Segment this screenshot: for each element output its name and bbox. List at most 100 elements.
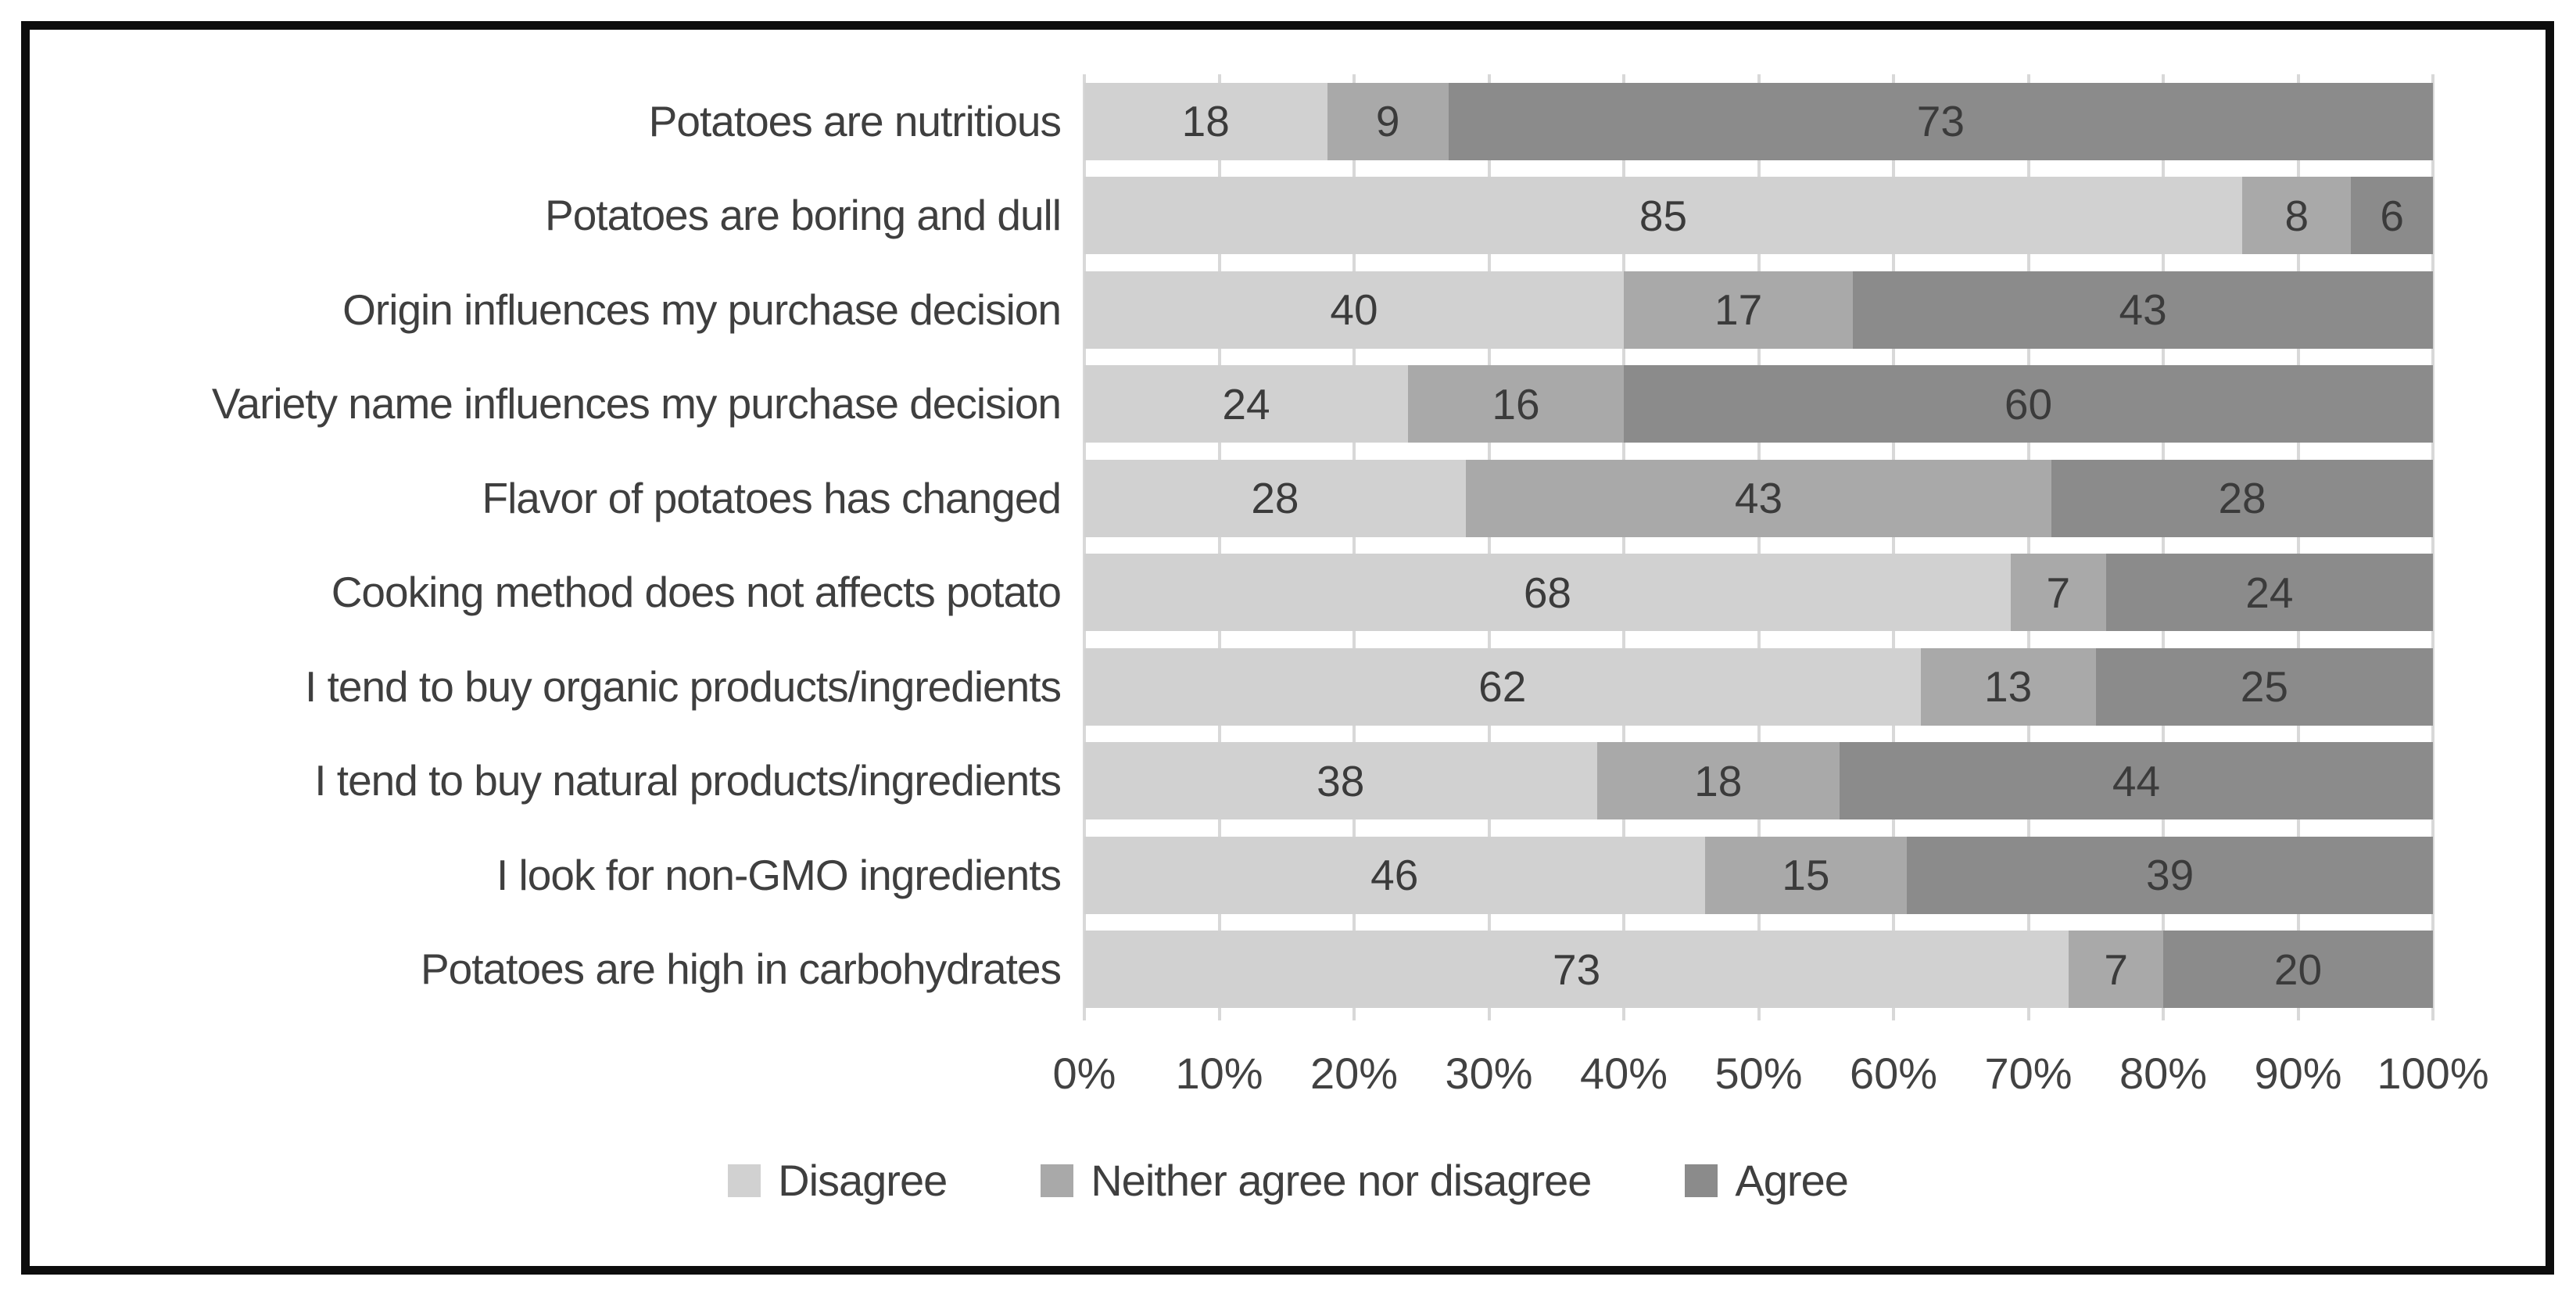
legend-item-agree: Agree [1685,1155,1849,1206]
x-axis-tick-label: 40% [1579,1049,1668,1098]
segment-value-label: 28 [1251,474,1299,523]
bar-row: Potatoes are high in carbohydrates 73 7 20 [47,923,2433,1017]
bar-row: Variety name influences my purchase deci… [47,357,2433,452]
bar-track: 62 13 25 [1084,647,2433,726]
segment-value-label: 7 [2046,568,2071,617]
x-axis-tick-label: 70% [1984,1049,2073,1098]
segment-value-label: 20 [2273,945,2323,994]
bar-row: I tend to buy organic products/ingredien… [47,640,2433,734]
bar-track: 85 8 6 [1084,177,2433,255]
bar-segment-disagree: 18 [1084,82,1327,160]
segment-value-label: 38 [1317,756,1365,805]
segment-value-label: 18 [1694,756,1743,805]
bar-track: 73 7 20 [1084,931,2433,1009]
category-label: I tend to buy organic products/ingredien… [305,662,1062,711]
bar-track: 24 16 60 [1084,365,2433,443]
x-axis-tick-label: 80% [2119,1049,2208,1098]
bar-track: 68 7 24 [1084,554,2433,632]
bar-segment-agree: 28 [2051,459,2433,537]
x-axis-tick-label: 60% [1849,1049,1938,1098]
bar-segment-neither-agree-nor-disagree: 7 [2069,931,2163,1009]
gridline [2431,74,2434,1020]
gridline [1083,74,1086,1020]
x-axis-tick-label: 30% [1445,1049,1533,1098]
segment-value-label: 15 [1782,851,1830,900]
bar-segment-agree: 39 [1907,836,2433,914]
x-axis: 0% 10% 20% 30% 40% 50% 60% 70% 80% 90% 100% [1053,1048,2489,1103]
bar-track: 18 9 73 [1084,82,2433,160]
gridline [1352,74,1356,1020]
legend-swatch [1685,1164,1718,1197]
category-label: Potatoes are boring and dull [545,191,1062,240]
bar-track: 40 17 43 [1084,271,2433,349]
category-label: Flavor of potatoes has changed [482,473,1062,522]
segment-value-label: 25 [2240,662,2288,712]
legend-item-disagree: Disagree [728,1155,948,1206]
segment-value-label: 60 [2004,379,2053,429]
bar-segment-agree: 43 [1853,271,2433,349]
segment-value-label: 6 [2380,191,2404,240]
bar-segment-agree: 25 [2095,647,2433,726]
bar-segment-neither-agree-nor-disagree: 15 [1704,836,1908,914]
bar-segment-disagree: 46 [1084,836,1705,914]
x-axis-tick-label: 90% [2254,1049,2342,1098]
bar-row: I look for non-GMO ingredients 46 15 39 [47,828,2433,923]
category-label: Potatoes are nutritious [648,96,1062,145]
segment-value-label: 46 [1370,851,1419,900]
bar-segment-agree: 20 [2163,931,2433,1009]
bar-segment-neither-agree-nor-disagree: 8 [2242,177,2352,255]
bar-row: I tend to buy natural products/ingredien… [47,734,2433,829]
x-axis-tick-label: 50% [1714,1049,1803,1098]
segment-value-label: 17 [1714,285,1763,335]
bar-segment-disagree: 24 [1084,365,1408,443]
bar-segment-neither-agree-nor-disagree: 16 [1408,365,1624,443]
bar-row: Potatoes are nutritious 18 9 73 [47,74,2433,169]
bar-row: Potatoes are boring and dull 85 8 6 [47,169,2433,264]
segment-value-label: 85 [1639,191,1688,240]
bar-segment-neither-agree-nor-disagree: 9 [1327,82,1449,160]
legend: Disagree Neither agree nor disagree Agree [0,1155,2576,1206]
gridline [1622,74,1625,1020]
bar-rows: Potatoes are nutritious 18 9 73 Potatoes are… [47,74,2433,1017]
segment-value-label: 43 [2119,285,2167,335]
bar-segment-disagree: 40 [1084,271,1624,349]
segment-value-label: 28 [2218,474,2266,523]
segment-value-label: 18 [1181,97,1230,146]
gridline [2296,74,2300,1020]
gridline [1757,74,1761,1020]
bar-segment-disagree: 38 [1084,742,1597,820]
bar-segment-disagree: 85 [1084,177,2243,255]
bar-segment-neither-agree-nor-disagree: 17 [1624,271,1854,349]
segment-value-label: 43 [1734,474,1783,523]
bar-segment-neither-agree-nor-disagree: 7 [2010,554,2106,632]
segment-value-label: 8 [2284,191,2309,240]
gridline [2162,74,2165,1020]
gridline [2026,74,2030,1020]
category-label: Variety name influences my purchase deci… [211,379,1062,429]
segment-value-label: 68 [1523,568,1572,617]
bar-segment-agree: 24 [2105,554,2433,632]
plot-gridlines [1083,74,2434,1020]
category-label: Origin influences my purchase decision [342,285,1062,334]
bar-segment-agree: 44 [1840,742,2433,820]
bar-row: Flavor of potatoes has changed 28 43 28 [47,451,2433,546]
segment-value-label: 24 [2245,568,2294,617]
segment-value-label: 7 [2104,945,2128,994]
bar-segment-disagree: 62 [1084,647,1921,726]
x-axis-tick-label: 100% [2377,1049,2489,1098]
bar-segment-disagree: 28 [1084,459,1466,537]
bar-segment-agree: 6 [2351,177,2433,255]
segment-value-label: 44 [2112,756,2161,805]
bar-segment-disagree: 68 [1084,554,2011,632]
bar-segment-agree: 60 [1624,365,2433,443]
segment-value-label: 9 [1375,97,1400,146]
bar-track: 46 15 39 [1084,836,2433,914]
x-axis-tick-label: 0% [1052,1049,1116,1098]
x-axis-tick-label: 20% [1309,1049,1399,1098]
legend-swatch [728,1164,761,1197]
legend-label: Disagree [778,1156,948,1205]
category-label: I look for non-GMO ingredients [496,850,1062,899]
gridline [1217,74,1221,1020]
legend-label: Agree [1735,1156,1848,1205]
